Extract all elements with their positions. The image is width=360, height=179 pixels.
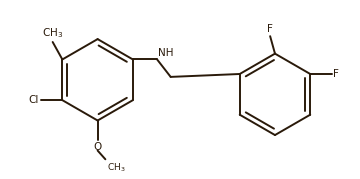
Text: CH$_3$: CH$_3$ <box>42 26 63 40</box>
Text: O: O <box>94 142 102 152</box>
Text: F: F <box>267 24 273 34</box>
Text: CH$_3$: CH$_3$ <box>107 161 126 174</box>
Text: F: F <box>333 69 338 79</box>
Text: Cl: Cl <box>29 95 39 105</box>
Text: NH: NH <box>158 49 174 59</box>
